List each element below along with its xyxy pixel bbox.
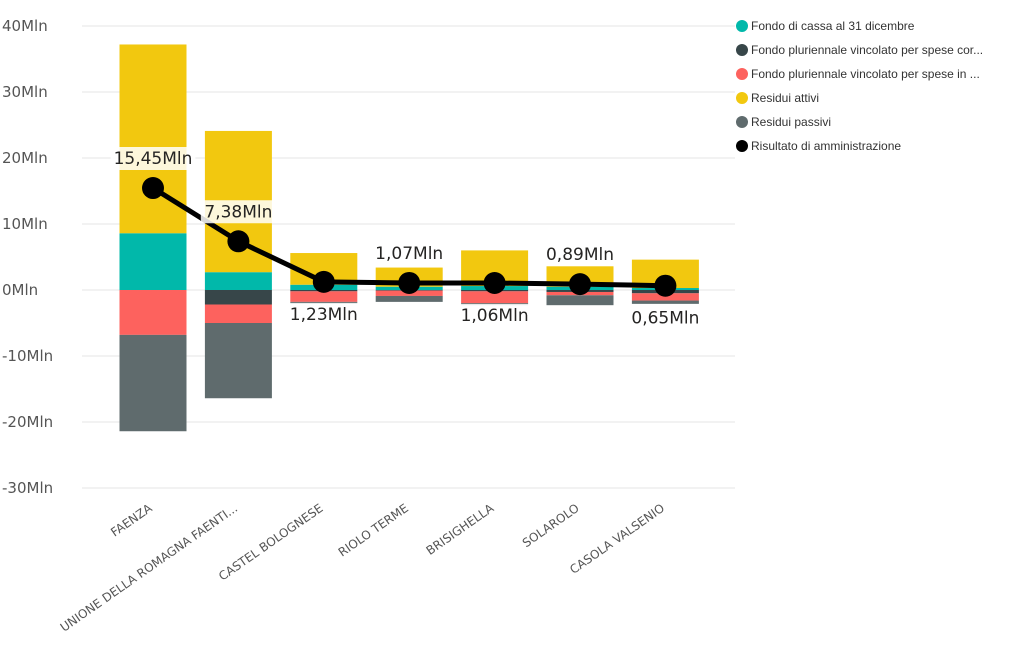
data-label-background [371,241,447,265]
y-tick-label: 10Mln [2,215,48,233]
line-point[interactable] [227,230,250,253]
line-point[interactable] [569,273,591,296]
legend-label: Residui passivi [751,115,832,129]
bar-segment[interactable] [119,233,187,290]
y-tick-label: 40Mln [2,17,48,35]
line-point[interactable] [483,272,506,295]
legend-swatch [736,92,748,104]
x-tick-label: FAENZA [108,501,155,540]
bar-segment[interactable] [204,304,272,323]
y-tick-label: 0Mln [2,281,38,299]
data-label: 15,45Mln [114,149,193,169]
bar-segment[interactable] [119,334,187,432]
line-series [142,177,677,297]
bar-segment[interactable] [461,291,529,304]
legend-item[interactable]: Residui attivi [736,86,983,110]
y-tick-label: 30Mln [2,83,48,101]
x-tick-label: RIOLO TERME [336,501,411,560]
legend-swatch [736,44,748,56]
bar-segment[interactable] [546,295,614,306]
data-label: 0,65Mln [631,309,699,329]
y-tick-label: -20Mln [2,413,53,431]
legend-swatch [736,140,748,152]
bar-segment[interactable] [204,323,272,399]
data-label: 7,38Mln [204,202,272,222]
legend-item[interactable]: Residui passivi [736,110,983,134]
legend-label: Fondo di cassa al 31 dicembre [751,19,915,33]
legend-swatch [736,116,748,128]
bar-segment[interactable] [290,301,358,304]
legend-item[interactable]: Fondo di cassa al 31 dicembre [736,14,983,38]
x-tick-label: SOLAROLO [520,501,582,550]
legend: Fondo di cassa al 31 dicembre Fondo pluri… [736,14,983,158]
bar-segment[interactable] [119,290,187,335]
bar-segment[interactable] [290,291,358,302]
combo-chart: 40Mln 30Mln 20Mln 10Mln 0Mln -10Mln -20Mln -30M… [2,17,735,635]
y-tick-label: -30Mln [2,479,53,497]
data-label-background [110,147,196,171]
x-tick-label: CASOLA VALSENIO [567,501,667,577]
legend-label: Fondo pluriennale vincolato per spese co… [751,43,984,57]
data-labels: 15,45Mln 7,38Mln 1,23Mln 1,07Mln 1,06Mln 0,89… [110,147,703,330]
y-axis: 40Mln 30Mln 20Mln 10Mln 0Mln -10Mln -20Mln -30M… [2,17,53,497]
legend-swatch [736,20,748,32]
data-label: 1,07Mln [375,244,443,264]
data-label-background [200,200,276,224]
x-tick-label: BRISIGHELLA [424,501,497,558]
data-label-background [286,302,362,326]
data-label-background [542,243,618,267]
line-point[interactable] [142,177,164,200]
bar-segment[interactable] [631,293,699,301]
y-tick-label: -10Mln [2,347,53,365]
line-point[interactable] [398,271,421,294]
legend-label: Risultato di amministrazione [751,139,902,153]
line-point[interactable] [654,274,677,297]
legend-label: Residui attivi [751,91,820,105]
data-label: 1,06Mln [461,306,529,326]
data-label-background [457,304,533,328]
stacked-bars [119,44,699,432]
legend-swatch [736,68,748,80]
x-tick-label: UNIONE DELLA ROMAGNA FAENTI... [58,501,240,635]
bar-segment[interactable] [204,272,272,290]
data-label: 1,23Mln [290,305,358,325]
legend-item[interactable]: Fondo pluriennale vincolato per spese co… [736,38,983,62]
line-point[interactable] [312,270,335,293]
bar-segment[interactable] [375,295,443,302]
bar-segment[interactable] [204,290,272,305]
y-tick-label: 20Mln [2,149,48,167]
bar-segment[interactable] [631,300,699,304]
legend-item[interactable]: Risultato di amministrazione [736,134,983,158]
data-label-background [627,306,703,330]
legend-item[interactable]: Fondo pluriennale vincolato per spese in… [736,62,983,86]
legend-label: Fondo pluriennale vincolato per spese in… [751,67,980,81]
data-label: 0,89Mln [546,245,614,265]
